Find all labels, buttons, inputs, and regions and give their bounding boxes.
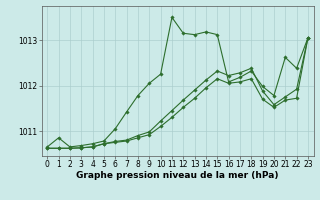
- X-axis label: Graphe pression niveau de la mer (hPa): Graphe pression niveau de la mer (hPa): [76, 171, 279, 180]
